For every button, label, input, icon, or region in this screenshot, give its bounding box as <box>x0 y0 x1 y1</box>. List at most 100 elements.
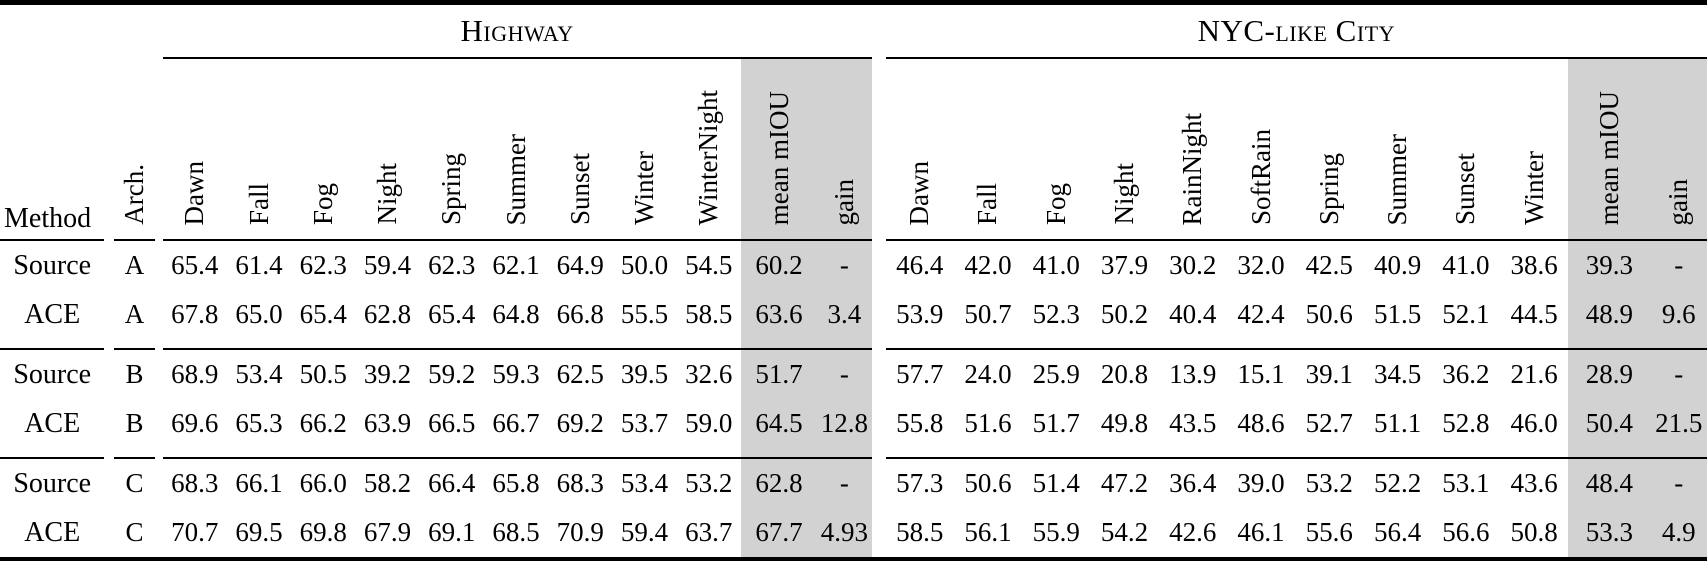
col-header-nyc-summer: Summer <box>1382 133 1413 226</box>
arch-cell: B <box>125 359 144 389</box>
cell: 39.5 <box>620 359 669 389</box>
cell: 50.7 <box>964 299 1012 329</box>
cell: 51.4 <box>1032 468 1080 498</box>
cell: 57.3 <box>896 468 944 498</box>
cell: 55.8 <box>896 408 944 438</box>
cell: 48.6 <box>1237 408 1285 438</box>
col-header-nyc-dawn: Dawn <box>904 160 935 225</box>
group-separator-rule-row <box>0 339 1707 350</box>
group-gap <box>872 5 886 57</box>
cell: 50.8 <box>1510 517 1558 547</box>
cell: 69.5 <box>235 517 283 547</box>
col-header-highway-mean-miou: mean mIOU <box>740 58 818 239</box>
arch-cell: C <box>125 517 144 547</box>
cell: 54.5 <box>685 250 733 280</box>
cell: 51.1 <box>1373 408 1422 438</box>
cell: 42.4 <box>1237 299 1285 329</box>
group-title-highway-label: Highway <box>460 13 574 48</box>
cell: 20.8 <box>1100 359 1149 389</box>
cell: 50.6 <box>1305 299 1353 329</box>
mean-miou-cell: 60.2 <box>740 240 818 290</box>
method-cell: Source <box>13 249 92 281</box>
cell: 66.7 <box>492 408 540 438</box>
arch-cell: C <box>125 468 144 498</box>
gain-cell: - <box>817 458 872 508</box>
col-header-nyc-mean-miou: mean mIOU <box>1568 58 1651 239</box>
cell: 55.5 <box>620 299 669 329</box>
cell: 32.6 <box>685 359 733 389</box>
cell: 69.1 <box>428 517 476 547</box>
cell: 55.6 <box>1305 517 1353 547</box>
group-title-row: Highway NYC-like City <box>0 5 1707 57</box>
gain-cell: 9.6 <box>1650 290 1707 339</box>
col-header-nyc-spring: Spring <box>1313 152 1344 225</box>
cell: 67.9 <box>363 517 412 547</box>
cell: 62.8 <box>363 299 412 329</box>
cell: 47.2 <box>1100 468 1149 498</box>
col-header-nyc-softrain: SoftRain <box>1245 128 1276 225</box>
cell: 50.5 <box>299 359 347 389</box>
cell: 36.4 <box>1169 468 1217 498</box>
table-row-ace-c: ACE C 70.7 69.5 69.8 67.9 69.1 68.5 70.9… <box>0 508 1707 557</box>
col-header-highway-summer: Summer <box>500 133 531 226</box>
cell: 53.4 <box>235 359 283 389</box>
cell: 70.7 <box>171 517 219 547</box>
cell: 38.6 <box>1510 250 1558 280</box>
cell: 30.2 <box>1169 250 1217 280</box>
cell: 52.2 <box>1373 468 1422 498</box>
mean-miou-cell: 67.7 <box>740 508 818 557</box>
col-header-nyc-fog: Fog <box>1040 182 1071 225</box>
method-cell: ACE <box>24 298 81 330</box>
gain-cell: 12.8 <box>817 399 872 448</box>
col-header-nyc-night: Night <box>1109 163 1139 225</box>
cell: 62.3 <box>299 250 347 280</box>
cell: 64.8 <box>492 299 540 329</box>
cell: 49.8 <box>1100 408 1149 438</box>
arch-column-header: Arch. <box>114 58 154 239</box>
cell: 46.0 <box>1510 408 1558 438</box>
cell: 56.6 <box>1442 517 1490 547</box>
cell: 15.1 <box>1237 359 1285 389</box>
cell: 68.3 <box>171 468 219 498</box>
mean-miou-cell: 62.8 <box>740 458 818 508</box>
cell: 13.9 <box>1169 359 1217 389</box>
cell: 24.0 <box>964 359 1012 389</box>
cell: 59.4 <box>363 250 412 280</box>
mean-miou-cell: 50.4 <box>1568 399 1651 448</box>
cell: 51.5 <box>1373 299 1422 329</box>
col-header-highway-gain: gain <box>817 58 872 239</box>
cell: 65.0 <box>235 299 283 329</box>
cell: 52.1 <box>1442 299 1490 329</box>
cell: 56.1 <box>964 517 1012 547</box>
mean-miou-cell: 28.9 <box>1568 349 1651 399</box>
cell: 58.5 <box>896 517 944 547</box>
cell: 52.8 <box>1442 408 1490 438</box>
cell: 56.4 <box>1373 517 1422 547</box>
cell: 40.4 <box>1169 299 1217 329</box>
col-header-highway-sunset: Sunset <box>564 152 595 225</box>
cell: 53.2 <box>1305 468 1353 498</box>
col-header-highway-dawn: Dawn <box>179 160 210 225</box>
mean-miou-cell: 53.3 <box>1568 508 1651 557</box>
gain-cell: - <box>1650 240 1707 290</box>
cell: 32.0 <box>1237 250 1285 280</box>
cell: 65.4 <box>428 299 476 329</box>
cell: 69.8 <box>299 517 347 547</box>
cell: 65.8 <box>492 468 540 498</box>
cell: 66.2 <box>299 408 347 438</box>
cell: 59.4 <box>620 517 669 547</box>
method-column-header: Method <box>0 58 104 239</box>
cell: 66.5 <box>428 408 476 438</box>
arch-cell: A <box>124 250 145 280</box>
cell: 58.5 <box>685 299 733 329</box>
arch-header-label: Arch. <box>119 164 150 225</box>
cell: 39.2 <box>363 359 412 389</box>
method-cell: Source <box>13 467 92 499</box>
cell: 66.1 <box>235 468 283 498</box>
table-row-ace-a: ACE A 67.8 65.0 65.4 62.8 65.4 64.8 66.8… <box>0 290 1707 339</box>
cell: 43.6 <box>1510 468 1558 498</box>
mean-miou-cell: 63.6 <box>740 290 818 339</box>
group-title-highway: Highway <box>163 5 872 57</box>
cell: 62.1 <box>492 250 540 280</box>
cell: 61.4 <box>235 250 283 280</box>
